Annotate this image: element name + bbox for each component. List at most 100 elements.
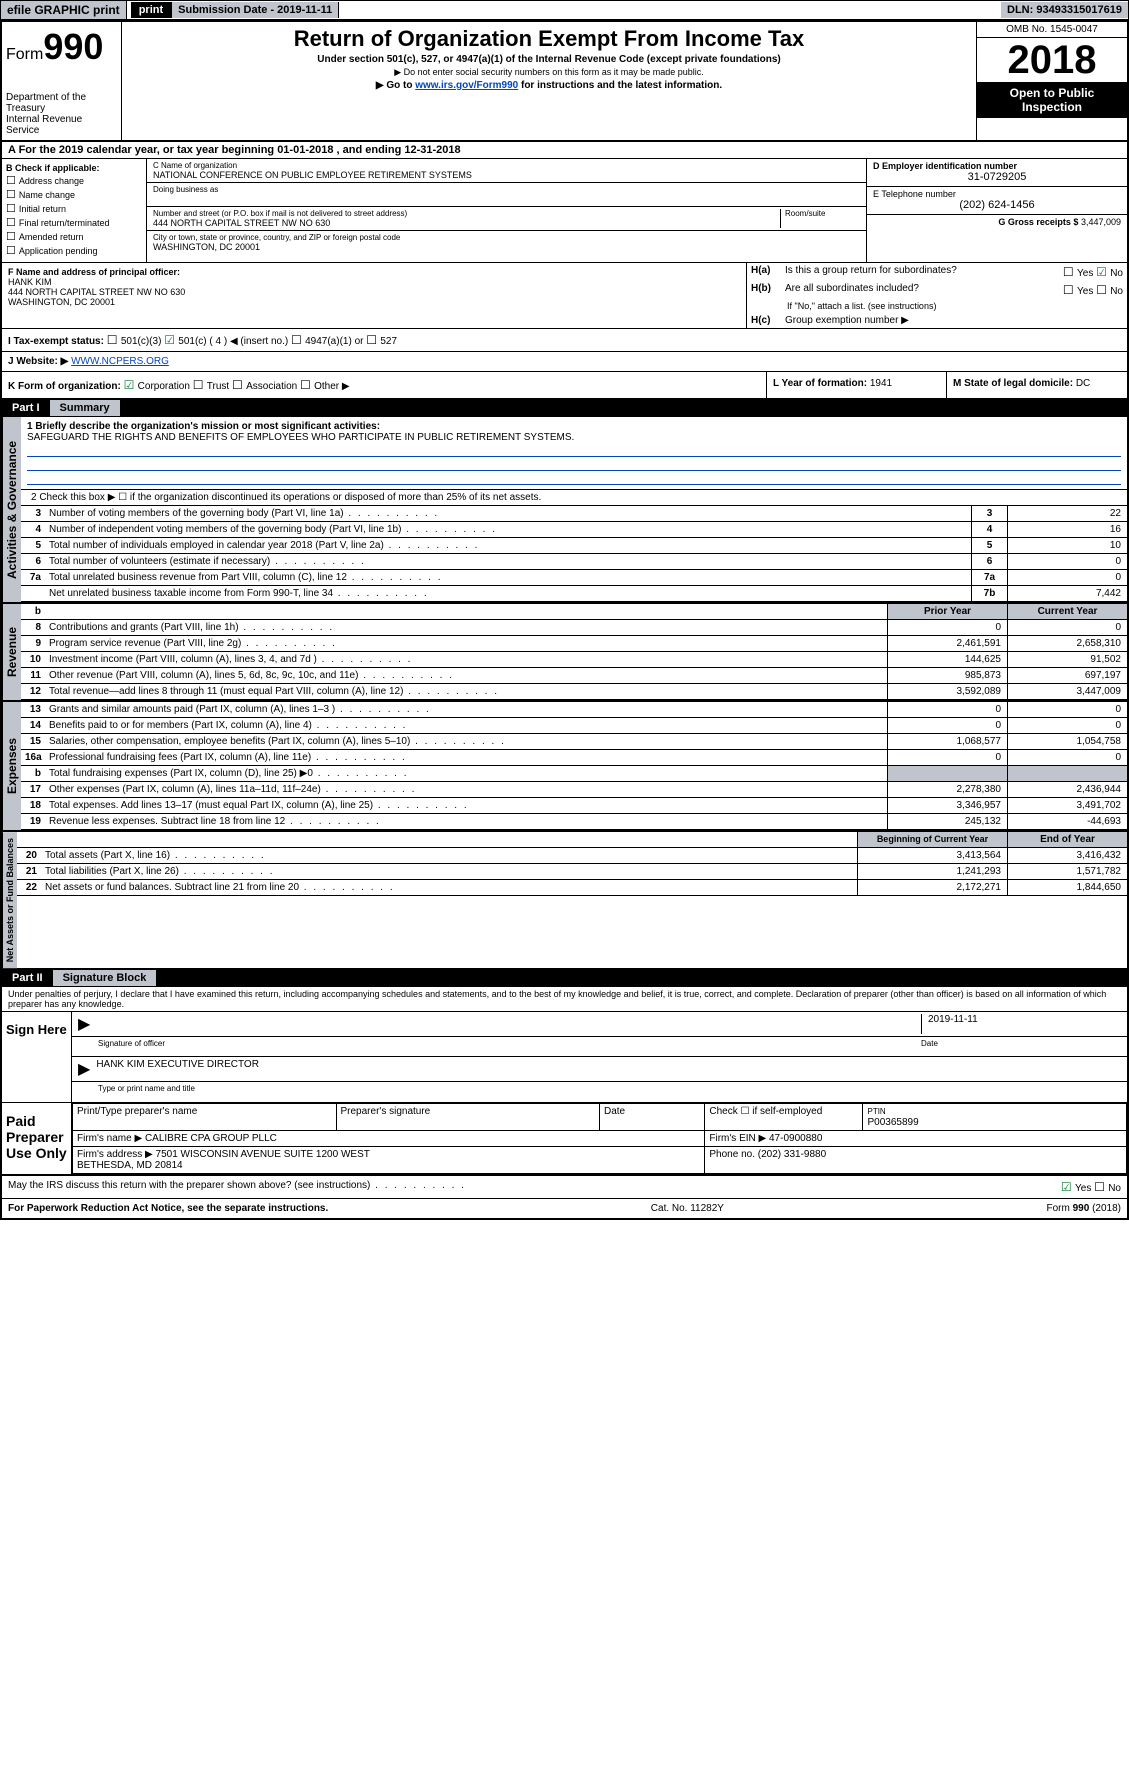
q1-block: 1 Briefly describe the organization's mi…: [21, 417, 1127, 490]
data-row: 10 Investment income (Part VIII, column …: [21, 652, 1127, 668]
current-year-value: 3,416,432: [1007, 848, 1127, 863]
l-label: L Year of formation:: [773, 378, 867, 389]
row-text: Program service revenue (Part VIII, line…: [45, 636, 887, 651]
row-num: 4: [21, 522, 45, 537]
website-link[interactable]: WWW.NCPERS.ORG: [71, 356, 169, 367]
row-text: Salaries, other compensation, employee b…: [45, 734, 887, 749]
underline: [27, 459, 1121, 471]
hb-label: H(b): [751, 283, 785, 297]
chk-initial-return[interactable]: Initial return: [6, 202, 142, 215]
chk-address-change[interactable]: Address change: [6, 174, 142, 187]
officer-name: HANK KIM: [8, 277, 740, 287]
dept-treasury: Department of the Treasury: [6, 92, 117, 114]
tab-expenses: Expenses: [2, 702, 21, 830]
gov-row: 4 Number of independent voting members o…: [21, 522, 1127, 538]
chk-name-change[interactable]: Name change: [6, 188, 142, 201]
i-527[interactable]: 527: [366, 336, 397, 347]
k-corp[interactable]: Corporation: [124, 381, 190, 392]
current-year-value: 0: [1007, 702, 1127, 717]
hb-yes[interactable]: Yes: [1063, 286, 1093, 297]
prior-year-value: 1,241,293: [857, 864, 1007, 879]
print-button[interactable]: print: [131, 2, 172, 18]
type-name-label: Type or print name and title: [98, 1084, 195, 1100]
gov-rows-container: 3 Number of voting members of the govern…: [21, 506, 1127, 602]
row-num: 5: [21, 538, 45, 553]
gov-row: Net unrelated business taxable income fr…: [21, 586, 1127, 602]
row-text: Total number of individuals employed in …: [45, 538, 971, 553]
e-label: E Telephone number: [873, 189, 1121, 199]
irs-link[interactable]: www.irs.gov/Form990: [415, 80, 518, 91]
chk-amended-return[interactable]: Amended return: [6, 230, 142, 243]
current-year-value: 697,197: [1007, 668, 1127, 683]
prep-date-hdr: Date: [600, 1104, 705, 1131]
ha-yes[interactable]: Yes: [1063, 268, 1093, 279]
data-row: 12 Total revenue—add lines 8 through 11 …: [21, 684, 1127, 700]
row-value: 0: [1007, 554, 1127, 569]
i-501c[interactable]: 501(c) ( 4 ) ◀ (insert no.): [164, 336, 288, 347]
org-name: NATIONAL CONFERENCE ON PUBLIC EMPLOYEE R…: [153, 170, 860, 180]
discuss-yes[interactable]: Yes: [1061, 1183, 1091, 1194]
firm-phone-label: Phone no.: [709, 1149, 755, 1160]
row-value: 0: [1007, 570, 1127, 585]
discuss-no[interactable]: No: [1094, 1183, 1121, 1194]
form-number: Form990: [6, 26, 117, 68]
c-dba-label: Doing business as: [153, 185, 860, 194]
current-year-value: 2,658,310: [1007, 636, 1127, 651]
ein-value: 31-0729205: [873, 171, 1121, 183]
chk-final-return[interactable]: Final return/terminated: [6, 216, 142, 229]
row-text: Total number of volunteers (estimate if …: [45, 554, 971, 569]
form-990: Form990 Department of the Treasury Inter…: [0, 20, 1129, 1220]
data-row: 8 Contributions and grants (Part VIII, l…: [21, 620, 1127, 636]
data-row: 21 Total liabilities (Part X, line 26) 1…: [17, 864, 1127, 880]
form-footer: Form 990 (2018): [1047, 1203, 1121, 1214]
na-rows-container: 20 Total assets (Part X, line 16) 3,413,…: [17, 848, 1127, 896]
row-j-website: J Website: ▶ WWW.NCPERS.ORG: [2, 352, 1127, 372]
form-number-990: 990: [43, 26, 103, 67]
prep-ptin-cell: PTINP00365899: [863, 1104, 1127, 1131]
row-text: Number of independent voting members of …: [45, 522, 971, 537]
header-right: OMB No. 1545-0047 2018 Open to Public In…: [977, 22, 1127, 140]
form-header: Form990 Department of the Treasury Inter…: [2, 22, 1127, 142]
efile-graphic[interactable]: efile GRAPHIC print: [1, 1, 127, 19]
row-text: Total expenses. Add lines 13–17 (must eq…: [45, 798, 887, 813]
row-box-num: 3: [971, 506, 1007, 521]
i-501c3[interactable]: 501(c)(3): [107, 336, 162, 347]
ha-row: H(a) Is this a group return for subordin…: [747, 263, 1127, 281]
rev-rows-container: 8 Contributions and grants (Part VIII, l…: [21, 620, 1127, 700]
row-num: 17: [21, 782, 45, 797]
q1-label: 1 Briefly describe the organization's mi…: [27, 421, 1121, 432]
arrow-icon: ▶: [78, 1059, 90, 1079]
row-box-num: 7b: [971, 586, 1007, 601]
row-text: Total liabilities (Part X, line 26): [41, 864, 857, 879]
row-text: Total revenue—add lines 8 through 11 (mu…: [45, 684, 887, 699]
row-text: Net unrelated business taxable income fr…: [45, 586, 971, 601]
ha-text: Is this a group return for subordinates?: [785, 265, 1063, 279]
sig-row-2: ▶ HANK KIM EXECUTIVE DIRECTOR: [72, 1057, 1127, 1082]
ha-no[interactable]: No: [1096, 268, 1123, 279]
data-row: 14 Benefits paid to or for members (Part…: [21, 718, 1127, 734]
row-num: 11: [21, 668, 45, 683]
prep-self-emp[interactable]: Check ☐ if self-employed: [705, 1104, 863, 1131]
expenses-section: Expenses 13 Grants and similar amounts p…: [2, 702, 1127, 832]
chk-application-pending[interactable]: Application pending: [6, 244, 142, 257]
prior-year-value: 0: [887, 620, 1007, 635]
k-assoc[interactable]: Association: [232, 381, 297, 392]
c-addr-label: Number and street (or P.O. box if mail i…: [153, 209, 780, 218]
beginning-year-hdr: Beginning of Current Year: [857, 832, 1007, 847]
k-trust[interactable]: Trust: [193, 381, 230, 392]
row-text: Other expenses (Part IX, column (A), lin…: [45, 782, 887, 797]
phone-value: (202) 624-1456: [873, 199, 1121, 211]
i-4947[interactable]: 4947(a)(1) or: [291, 336, 363, 347]
k-other[interactable]: Other ▶: [300, 381, 350, 392]
end-year-hdr: End of Year: [1007, 832, 1127, 847]
sig-officer-label: Signature of officer: [98, 1039, 921, 1054]
row-num: 3: [21, 506, 45, 521]
form-prefix: Form: [6, 46, 43, 63]
row-text: Total unrelated business revenue from Pa…: [45, 570, 971, 585]
year-formation: 1941: [870, 378, 892, 389]
c-name-label: C Name of organization: [153, 161, 860, 170]
row-num: 19: [21, 814, 45, 829]
rev-header-row: b Prior Year Current Year: [21, 604, 1127, 620]
hb-no[interactable]: No: [1096, 286, 1123, 297]
data-row: 13 Grants and similar amounts paid (Part…: [21, 702, 1127, 718]
